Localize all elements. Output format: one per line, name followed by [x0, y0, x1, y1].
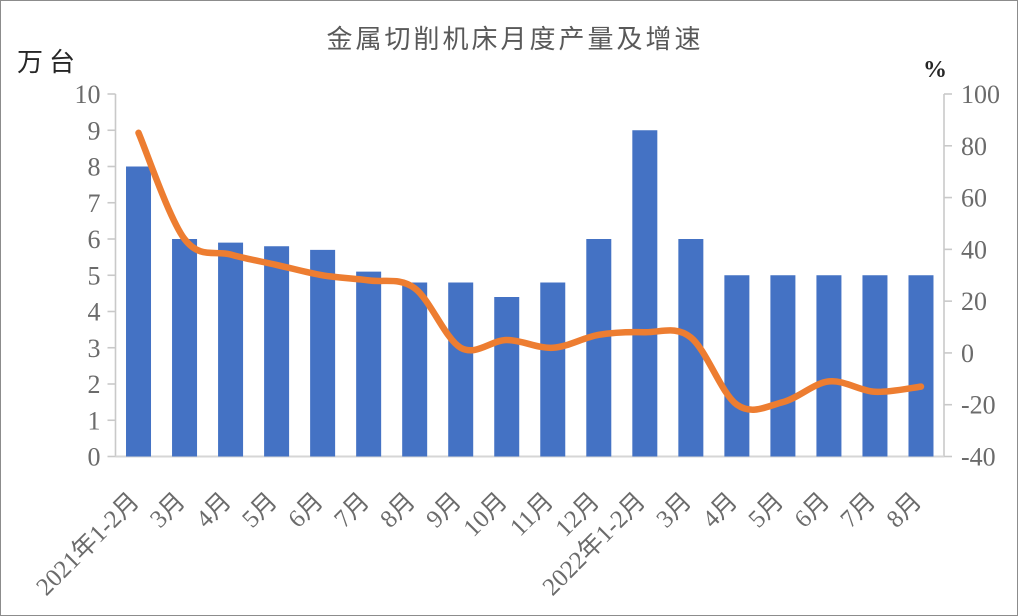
x-axis-labels: 2021年1-2月 3月 4月 5月 6月 7月 8月 9月10月11月12月2022年1-2…	[31, 487, 928, 601]
x-axis-category-label: 3月	[145, 488, 191, 534]
left-axis-tick-label: 5	[88, 261, 101, 290]
x-axis-category-label: 9月	[421, 488, 467, 534]
bar	[724, 275, 750, 457]
left-axis-tick-label: 0	[88, 443, 101, 472]
x-axis-category-label: 8月	[375, 488, 421, 534]
bar	[494, 297, 520, 457]
x-axis-category-label: 6月	[283, 488, 329, 534]
chart-title: 金属切削机床月度产量及增速	[326, 25, 703, 54]
bar	[402, 282, 428, 457]
left-axis-tick-label: 9	[88, 116, 101, 145]
left-axis-unit-label: 万台	[17, 48, 81, 77]
growth-line-series	[135, 129, 925, 413]
bar	[218, 242, 244, 457]
left-axis-tick-label: 1	[88, 406, 101, 435]
right-axis-tick-label: 100	[961, 80, 1000, 109]
right-axis-tick-label: 40	[961, 235, 987, 264]
bar	[126, 166, 152, 457]
bar	[586, 239, 612, 457]
left-axis-tick-label: 8	[88, 153, 101, 182]
right-axis-tick-label: -20	[961, 391, 996, 420]
left-axis-tick-label: 3	[88, 334, 101, 363]
left-axis-tick-label: 2	[88, 370, 101, 399]
left-axis-tick-label: 4	[88, 298, 101, 327]
bar	[310, 249, 336, 457]
left-axis-tick-label: 6	[88, 225, 101, 254]
bar	[448, 282, 474, 457]
right-axis-tick-label: 0	[961, 339, 974, 368]
right-axis-tick-label: 20	[961, 287, 987, 316]
bar	[540, 282, 566, 457]
bar	[264, 246, 290, 457]
x-axis-category-label: 3月	[651, 488, 697, 534]
growth-line	[135, 129, 925, 413]
right-axis-unit-label: %	[923, 57, 947, 83]
right-axis-tick-label: -40	[961, 443, 996, 472]
x-axis-category-label: 5月	[237, 488, 283, 534]
bar	[356, 271, 382, 457]
right-axis-tick-label: 80	[961, 132, 987, 161]
bar	[908, 275, 934, 457]
x-axis-category-label: 2021年1-2月	[31, 487, 145, 601]
x-axis-category-label: 7月	[836, 488, 882, 534]
x-axis-category-label: 6月	[790, 488, 836, 534]
bar	[862, 275, 888, 457]
left-axis-tick-label: 7	[88, 189, 101, 218]
x-axis-category-label: 7月	[329, 488, 375, 534]
bar	[770, 275, 796, 457]
bars-series	[126, 130, 934, 457]
right-axis-tick-label: 60	[961, 184, 987, 213]
x-axis-category-label: 8月	[882, 488, 928, 534]
x-axis-category-label: 5月	[744, 488, 790, 534]
bar	[632, 130, 658, 457]
bar	[816, 275, 842, 457]
left-axis-tick-label: 10	[75, 80, 101, 109]
bar	[172, 239, 198, 457]
x-axis-category-label: 4月	[191, 488, 237, 534]
x-axis-category-label: 4月	[697, 488, 743, 534]
x-axis-category-label: 10月	[459, 488, 513, 542]
x-axis-category-label: 11月	[505, 488, 559, 542]
